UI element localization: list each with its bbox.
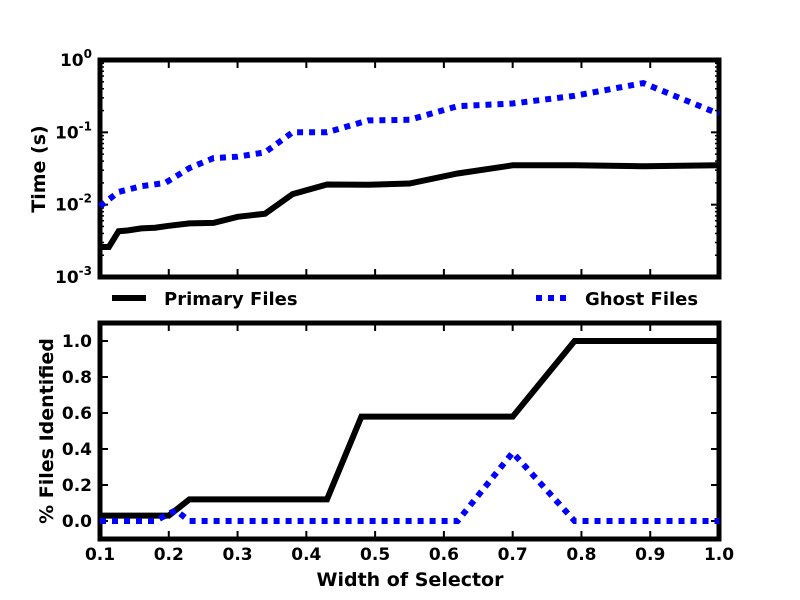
bottom-xtick-label: 0.3 (222, 545, 252, 565)
bottom-tick-marks (99, 323, 720, 539)
top-series-line-primary (100, 162, 720, 250)
top-tick-marks (99, 59, 720, 278)
top-ytick-label: 10-2 (55, 192, 92, 216)
bottom-xtick-label: 0.4 (291, 545, 321, 565)
bottom-y-axis-label: % Files Identified (36, 338, 58, 524)
bottom-x-tick-labels: 0.1 0.2 0.3 0.4 0.5 0.6 0.7 0.8 0.9 1.0 (85, 545, 734, 565)
bottom-ytick-label: 0.0 (62, 512, 92, 532)
bottom-xtick-label: 0.5 (360, 545, 390, 565)
legend-entry-ghost: Ghost Files (536, 289, 698, 310)
top-ytick-label: 10-1 (55, 119, 92, 143)
top-panel: 10-3 10-2 10-1 100 Time (s) (28, 47, 722, 288)
top-series-line-ghost (98, 79, 721, 209)
bottom-ytick-label: 0.2 (62, 476, 92, 496)
top-ytick-label: 100 (60, 47, 92, 71)
bottom-series-lines (100, 338, 719, 524)
top-plot-frame (97, 57, 722, 280)
legend: Primary Files Ghost Files (112, 289, 698, 310)
top-ytick-label: 10-3 (55, 264, 92, 288)
bottom-xtick-label: 0.8 (566, 545, 596, 565)
legend-label-primary: Primary Files (164, 289, 298, 310)
bottom-xtick-label: 0.6 (429, 545, 459, 565)
top-series-lines (98, 79, 721, 250)
bottom-ytick-label: 0.4 (62, 440, 92, 460)
top-y-axis-label: Time (s) (28, 125, 50, 212)
bottom-xtick-label: 0.9 (635, 545, 665, 565)
bottom-xtick-label: 0.7 (498, 545, 528, 565)
bottom-xtick-label: 0.1 (85, 545, 115, 565)
bottom-series-line-ghost (100, 447, 719, 524)
bottom-plot-frame (97, 320, 722, 542)
legend-label-ghost: Ghost Files (585, 289, 698, 310)
bottom-ytick-label: 1.0 (62, 332, 92, 352)
bottom-xtick-label: 0.2 (154, 545, 184, 565)
legend-entry-primary: Primary Files (112, 289, 298, 310)
top-y-tick-labels: 10-3 10-2 10-1 100 (55, 47, 92, 288)
bottom-ytick-label: 0.6 (62, 404, 92, 424)
bottom-panel: 0.0 0.2 0.4 0.6 0.8 1.0 0.1 0.2 0.3 0.4 0.5 0.6 0.7… (36, 320, 734, 591)
bottom-x-axis-label: Width of Selector (317, 569, 505, 591)
bottom-ytick-label: 0.8 (62, 368, 92, 388)
bottom-xtick-label: 1.0 (704, 545, 734, 565)
bottom-y-tick-labels: 0.0 0.2 0.4 0.6 0.8 1.0 (62, 332, 92, 532)
